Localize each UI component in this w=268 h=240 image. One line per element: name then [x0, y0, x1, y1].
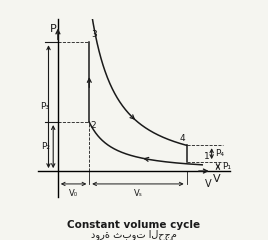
Text: 4: 4	[179, 134, 185, 143]
Text: P₃: P₃	[40, 102, 49, 111]
Text: 3: 3	[91, 30, 96, 38]
Text: دورة ثبوت الحجم: دورة ثبوت الحجم	[91, 229, 177, 240]
Text: 2: 2	[91, 121, 96, 130]
Text: V₀: V₀	[69, 189, 78, 198]
Text: 1: 1	[204, 152, 210, 161]
Text: P₂: P₂	[41, 142, 50, 151]
Text: Constant volume cycle: Constant volume cycle	[68, 220, 200, 230]
Text: P: P	[50, 24, 56, 35]
Text: V: V	[213, 174, 221, 184]
Text: P₁: P₁	[222, 162, 231, 171]
Text: V: V	[205, 179, 212, 189]
Text: Vₛ: Vₛ	[133, 189, 142, 198]
Text: P₄: P₄	[215, 149, 225, 158]
